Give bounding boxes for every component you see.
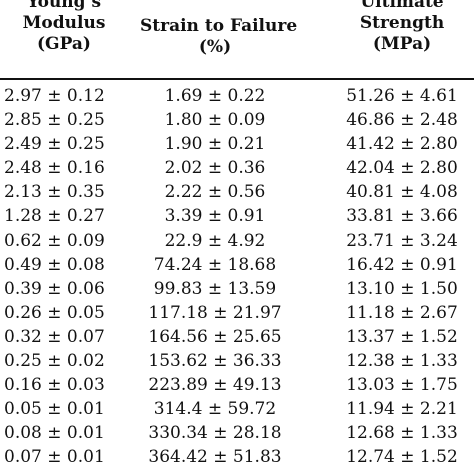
cell-strain-to-failure: 2.02 ± 0.36 (164, 158, 266, 179)
cell-ultimate-strength: 33.81 ± 3.66 (346, 206, 458, 227)
cell-strain-to-failure: 74.24 ± 18.68 (153, 254, 277, 275)
cell-youngs-modulus: 0.25 ± 0.02 (4, 351, 105, 372)
cell-ultimate-strength: 13.37 ± 1.52 (346, 326, 458, 347)
cell-ultimate-strength: 13.03 ± 1.75 (346, 375, 458, 396)
cell-youngs-modulus: 0.62 ± 0.09 (4, 230, 105, 251)
header-text: Strength (359, 13, 445, 33)
cell-ultimate-strength: 12.74 ± 1.52 (346, 447, 458, 468)
cell-youngs-modulus: 0.07 ± 0.01 (4, 447, 105, 468)
table-header: Young’s Modulus (GPa) Strain to Failure … (0, 0, 474, 80)
header-youngs-modulus: Young’s Modulus (GPa) (0, 0, 128, 55)
cell-youngs-modulus: 1.28 ± 0.27 (4, 206, 105, 227)
table-row: 0.62 ± 0.09 22.9 ± 4.92 23.71 ± 3.24 (0, 229, 474, 253)
cell-strain-to-failure: 1.80 ± 0.09 (164, 110, 266, 131)
header-text: Modulus (22, 13, 106, 33)
table-row: 2.97 ± 0.12 1.69 ± 0.22 51.26 ± 4.61 (0, 84, 474, 108)
cell-strain-to-failure: 1.90 ± 0.21 (164, 134, 266, 155)
cell-ultimate-strength: 46.86 ± 2.48 (346, 110, 458, 131)
cell-ultimate-strength: 11.94 ± 2.21 (346, 399, 458, 420)
header-ultimate-strength: Ultimate Strength (MPa) (330, 0, 474, 55)
cell-strain-to-failure: 22.9 ± 4.92 (164, 230, 266, 251)
table-row: 2.48 ± 0.16 2.02 ± 0.36 42.04 ± 2.80 (0, 156, 474, 180)
table-row: 0.07 ± 0.01 364.42 ± 51.83 12.74 ± 1.52 (0, 445, 474, 469)
cell-ultimate-strength: 12.38 ± 1.33 (346, 351, 458, 372)
cell-ultimate-strength: 41.42 ± 2.80 (346, 134, 458, 155)
cell-youngs-modulus: 0.49 ± 0.08 (4, 254, 105, 275)
cell-youngs-modulus: 2.49 ± 0.25 (4, 134, 105, 155)
cell-ultimate-strength: 40.81 ± 4.08 (346, 182, 458, 203)
cell-strain-to-failure: 3.39 ± 0.91 (164, 206, 266, 227)
cell-youngs-modulus: 0.16 ± 0.03 (4, 375, 105, 396)
cell-ultimate-strength: 12.68 ± 1.33 (346, 423, 458, 444)
cell-strain-to-failure: 223.89 ± 49.13 (148, 375, 282, 396)
cell-strain-to-failure: 1.69 ± 0.22 (164, 86, 266, 106)
table-body: 2.97 ± 0.12 1.69 ± 0.22 51.26 ± 4.61 2.85 ±… (0, 84, 474, 470)
table-row: 2.49 ± 0.25 1.90 ± 0.21 41.42 ± 2.80 (0, 132, 474, 156)
table-row: 0.26 ± 0.05 117.18 ± 21.97 11.18 ± 2.67 (0, 301, 474, 325)
cell-youngs-modulus: 2.13 ± 0.35 (4, 182, 105, 203)
table-row: 1.28 ± 0.27 3.39 ± 0.91 33.81 ± 3.66 (0, 204, 474, 228)
table-row: 2.13 ± 0.35 2.22 ± 0.56 40.81 ± 4.08 (0, 180, 474, 204)
cell-youngs-modulus: 2.48 ± 0.16 (4, 158, 105, 179)
table-row: 0.05 ± 0.01 314.4 ± 59.72 11.94 ± 2.21 (0, 397, 474, 421)
cell-ultimate-strength: 23.71 ± 3.24 (346, 230, 458, 251)
header-text: (GPa) (37, 34, 91, 54)
table-row: 0.32 ± 0.07 164.56 ± 25.65 13.37 ± 1.52 (0, 325, 474, 349)
cell-strain-to-failure: 164.56 ± 25.65 (148, 326, 282, 347)
cell-ultimate-strength: 13.10 ± 1.50 (346, 278, 458, 299)
cell-strain-to-failure: 314.4 ± 59.72 (153, 399, 277, 420)
cell-youngs-modulus: 0.39 ± 0.06 (4, 278, 105, 299)
cell-youngs-modulus: 2.85 ± 0.25 (4, 110, 105, 131)
cell-youngs-modulus: 2.97 ± 0.12 (4, 86, 105, 106)
header-strain-to-failure: Strain to Failure (%) (140, 16, 298, 58)
cell-strain-to-failure: 153.62 ± 36.33 (148, 351, 282, 372)
cell-youngs-modulus: 0.08 ± 0.01 (4, 423, 105, 444)
cell-ultimate-strength: 16.42 ± 0.91 (346, 254, 458, 275)
header-text: (MPa) (372, 34, 432, 54)
cell-strain-to-failure: 364.42 ± 51.83 (148, 447, 282, 468)
table-row: 0.39 ± 0.06 99.83 ± 13.59 13.10 ± 1.50 (0, 277, 474, 301)
header-text: Ultimate (360, 0, 444, 12)
cell-youngs-modulus: 0.32 ± 0.07 (4, 326, 105, 347)
cell-ultimate-strength: 42.04 ± 2.80 (346, 158, 458, 179)
table-row: 2.85 ± 0.25 1.80 ± 0.09 46.86 ± 2.48 (0, 108, 474, 132)
cell-ultimate-strength: 11.18 ± 2.67 (346, 302, 458, 323)
table-row: 0.16 ± 0.03 223.89 ± 49.13 13.03 ± 1.75 (0, 373, 474, 397)
cell-ultimate-strength: 51.26 ± 4.61 (346, 86, 458, 106)
header-text: (%) (198, 37, 232, 57)
header-rule (0, 78, 474, 80)
cell-strain-to-failure: 330.34 ± 28.18 (148, 423, 282, 444)
header-text: Strain to Failure (140, 16, 298, 36)
table-row: 0.25 ± 0.02 153.62 ± 36.33 12.38 ± 1.33 (0, 349, 474, 373)
table-row: 0.49 ± 0.08 74.24 ± 18.68 16.42 ± 0.91 (0, 253, 474, 277)
header-text: Young’s (26, 0, 102, 12)
cell-strain-to-failure: 99.83 ± 13.59 (153, 278, 277, 299)
cell-youngs-modulus: 0.26 ± 0.05 (4, 302, 105, 323)
cell-youngs-modulus: 0.05 ± 0.01 (4, 399, 105, 420)
cell-strain-to-failure: 117.18 ± 21.97 (148, 302, 282, 323)
cell-strain-to-failure: 2.22 ± 0.56 (164, 182, 266, 203)
table-row: 0.08 ± 0.01 330.34 ± 28.18 12.68 ± 1.33 (0, 421, 474, 445)
